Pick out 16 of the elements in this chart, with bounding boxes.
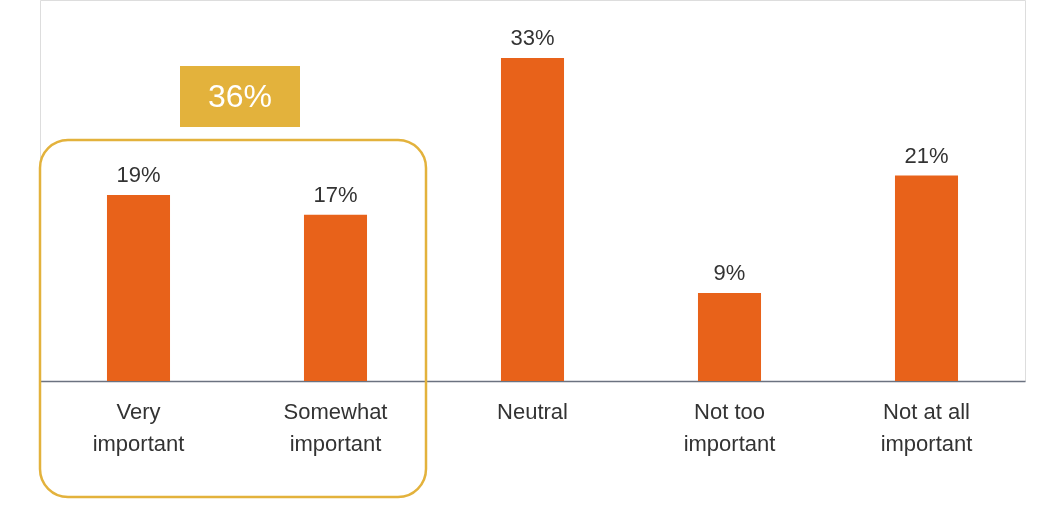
annotation: 36% (207, 78, 273, 114)
data-label: 17% (313, 181, 358, 207)
data-label: 33% (510, 25, 555, 51)
x-tick-label: Not too important (683, 398, 776, 456)
bar (894, 175, 959, 381)
bar (106, 195, 171, 381)
x-tick-label: Somewhat important (283, 398, 388, 456)
data-label: 21% (904, 142, 949, 168)
bar (500, 58, 565, 381)
x-tick-label: Very important (92, 398, 185, 456)
bar (697, 292, 762, 381)
data-label: 19% (116, 162, 161, 188)
bar (303, 214, 368, 381)
data-label: 9% (713, 259, 746, 285)
x-tick-label: Not at all important (880, 398, 973, 456)
x-tick-label: Neutral (497, 398, 568, 424)
